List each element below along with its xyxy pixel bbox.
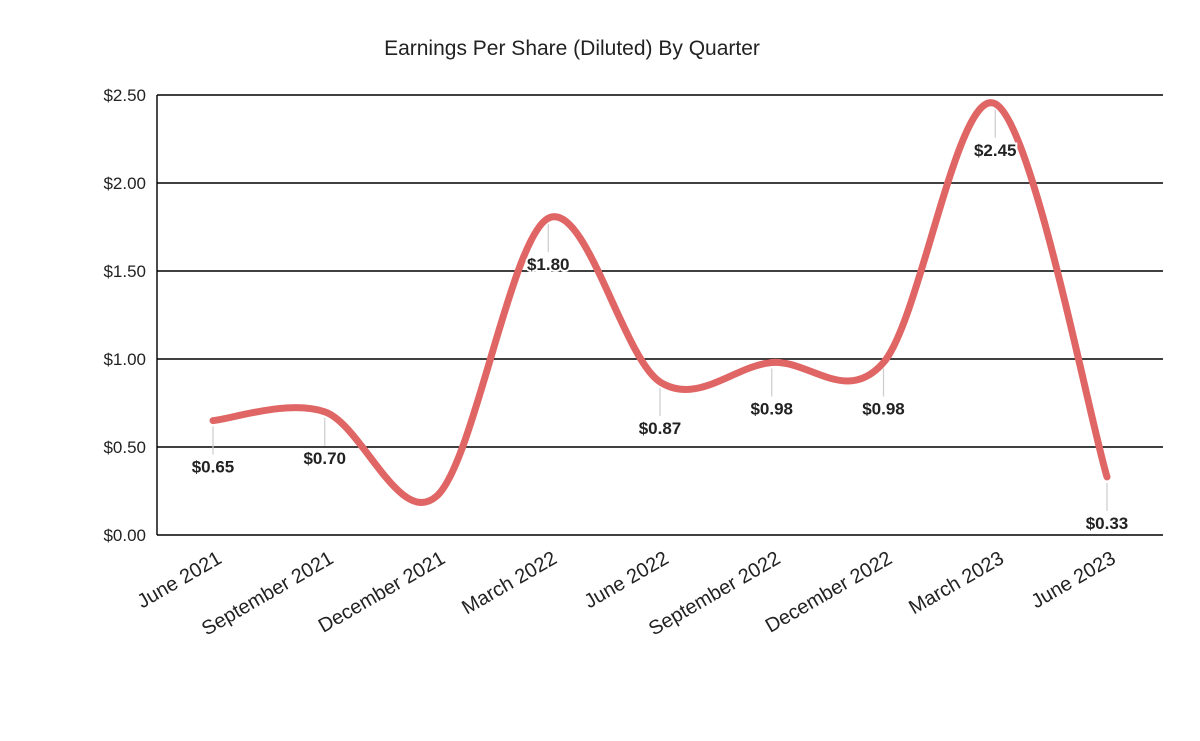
y-tick-label: $2.50 — [103, 86, 146, 105]
x-tick-label: March 2022 — [458, 547, 560, 619]
data-label: $0.98 — [750, 400, 793, 419]
y-tick-label: $0.00 — [103, 526, 146, 545]
y-tick-label: $1.00 — [103, 350, 146, 369]
x-tick-label: June 2022 — [581, 547, 673, 613]
y-tick-label: $0.50 — [103, 438, 146, 457]
data-labels: $0.65 $0.70 $1.80 $0.87 $0.98 $0.98 $2.45 $0.33 — [190, 139, 1131, 535]
data-label: $2.45 — [974, 141, 1017, 160]
data-label: $0.87 — [639, 419, 682, 438]
data-label: $1.80 — [527, 255, 570, 274]
x-tick-label: June 2023 — [1028, 547, 1120, 613]
x-tick-label: December 2021 — [315, 547, 449, 637]
y-axis-ticks: $0.00 $0.50 $1.00 $1.50 $2.00 $2.50 — [103, 86, 146, 545]
data-label: $0.70 — [303, 449, 346, 468]
x-tick-label: December 2022 — [762, 547, 896, 637]
y-tick-label: $2.00 — [103, 174, 146, 193]
x-tick-label: June 2021 — [134, 547, 226, 613]
x-tick-label: March 2023 — [905, 547, 1007, 619]
series-line — [209, 99, 1111, 506]
series-layer — [209, 99, 1111, 506]
data-label: $0.33 — [1086, 514, 1129, 533]
chart-title: Earnings Per Share (Diluted) By Quarter — [384, 37, 760, 60]
gridlines — [156, 94, 1163, 536]
y-tick-label: $1.50 — [103, 262, 146, 281]
data-label: $0.65 — [192, 458, 235, 477]
data-label: $0.98 — [862, 400, 905, 419]
leader-lines — [212, 109, 1108, 511]
